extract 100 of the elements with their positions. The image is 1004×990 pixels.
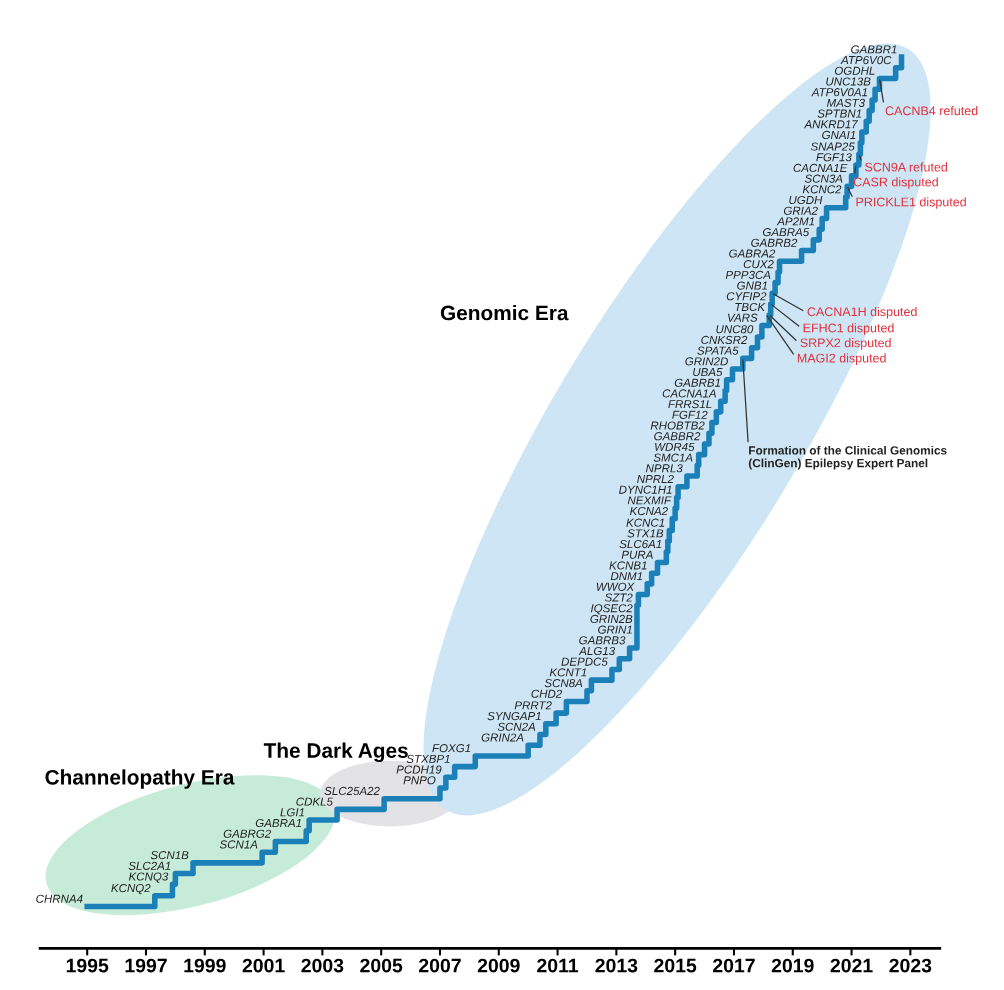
annotation: AP2M1 xyxy=(776,217,815,226)
annotation: CACNA1A xyxy=(662,389,716,398)
annotation: CACNA1H disputed xyxy=(807,306,917,319)
annotation: SNAP25 xyxy=(810,142,855,151)
annotation: SPATA5 xyxy=(697,346,739,355)
annotation: DYNC1H1 xyxy=(619,485,672,494)
annotation: KCNT1 xyxy=(549,668,587,677)
annotation: STX1B xyxy=(627,529,664,538)
annotation: ATP6V0C xyxy=(840,56,892,65)
annotation: LGI1 xyxy=(280,808,305,817)
annotation: GNB1 xyxy=(737,281,768,290)
annotation: GRIN1 xyxy=(598,625,632,634)
annotation: FRRS1L xyxy=(668,400,712,409)
annotation: Formation of the Clinical Genomics (ClinGen) Epilepsy Expert Panel xyxy=(748,445,947,470)
annotation: SPTBN1 xyxy=(817,109,862,118)
annotation: Channelopathy Era xyxy=(45,769,235,789)
annotation: CUX2 xyxy=(743,260,774,269)
annotation: CHRNA4 xyxy=(36,894,83,903)
annotation: CACNB4 refuted xyxy=(885,106,978,116)
annotation: GABRA2 xyxy=(729,249,776,258)
annotation: TBCK xyxy=(735,302,766,312)
annotation: OGDHL xyxy=(834,66,875,75)
annotation: GABBR2 xyxy=(654,432,701,441)
x-tick-label: 2023 xyxy=(889,958,932,973)
annotation: DEPDC5 xyxy=(561,657,608,666)
annotation: STXBP1 xyxy=(406,754,450,763)
annotation: GABRA1 xyxy=(255,818,302,828)
annotation: GRIA2 xyxy=(783,206,818,215)
annotation: SLC6A1 xyxy=(619,539,662,549)
annotation: MAGI2 disputed xyxy=(797,353,886,365)
annotation: PRICKLE1 disputed xyxy=(856,197,966,209)
annotation: NPRL3 xyxy=(645,464,683,473)
annotation: PNPO xyxy=(403,776,436,785)
annotation: GRIN2A xyxy=(481,733,524,742)
annotation: SMC1A xyxy=(653,453,693,462)
annotation: CHD2 xyxy=(531,689,563,698)
annotation: SCN1B xyxy=(150,851,189,860)
annotation: ALG13 xyxy=(578,646,616,656)
annotation: WWOX xyxy=(596,582,635,591)
x-tick-label: 2005 xyxy=(360,958,403,973)
annotation: UNC13B xyxy=(826,77,871,86)
annotation: SCN8A xyxy=(544,679,583,688)
annotation: SCN2A xyxy=(497,722,536,731)
annotation: SZT2 xyxy=(604,593,633,602)
annotation: ATP6V0A1 xyxy=(811,88,867,97)
annotation: GRIN2D xyxy=(685,357,728,366)
annotation: KCNC2 xyxy=(802,185,842,194)
annotation: GNAI1 xyxy=(822,130,856,140)
annotation: RHOBTB2 xyxy=(650,421,705,430)
annotation: VARS xyxy=(727,313,758,322)
x-tick-label: 1999 xyxy=(184,958,226,973)
x-tick-label: 2017 xyxy=(713,958,755,973)
x-tick-label: 1995 xyxy=(66,958,109,973)
annotation: SLC2A1 xyxy=(128,861,171,870)
annotation: CASR disputed xyxy=(853,177,938,189)
annotation: MAST3 xyxy=(826,98,865,107)
annotation: UGDH xyxy=(789,195,823,205)
annotation: SLC25A22 xyxy=(324,786,380,796)
annotation: NPRL2 xyxy=(637,474,674,483)
annotation: FGF12 xyxy=(672,410,708,419)
x-tick-label: 2015 xyxy=(654,958,697,973)
annotation: KCNQ3 xyxy=(128,872,169,883)
x-tick-label: 2003 xyxy=(301,958,344,973)
annotation: DNM1 xyxy=(610,572,643,581)
x-tick-label: 2007 xyxy=(419,958,461,973)
annotation: GABRB3 xyxy=(579,636,626,645)
x-tick-label: 2009 xyxy=(477,958,520,973)
annotation: IQSEC2 xyxy=(590,604,633,615)
x-tick-label: 2011 xyxy=(537,958,579,973)
annotation: KCNQ2 xyxy=(111,884,151,895)
annotation: CNKSR2 xyxy=(701,335,748,345)
annotation: SRPX2 disputed xyxy=(800,338,891,350)
annotation: SCN1A xyxy=(219,840,258,849)
annotation: FGF13 xyxy=(816,153,852,162)
annotation: KCNB1 xyxy=(609,561,647,570)
annotation: UBA5 xyxy=(693,368,723,377)
annotation: PPP3CA xyxy=(725,270,771,279)
annotation: FOXG1 xyxy=(432,744,471,753)
annotation: GABRG2 xyxy=(223,829,272,838)
annotation: Genomic Era xyxy=(440,305,569,321)
annotation: KCNA2 xyxy=(629,506,668,516)
annotation: PCDH19 xyxy=(396,765,442,774)
annotation: KCNC1 xyxy=(626,518,665,527)
annotation: GRIN2B xyxy=(590,614,633,623)
annotation: GABBR1 xyxy=(851,45,897,54)
annotation: NEXMIF xyxy=(627,496,672,505)
x-tick-label: 2019 xyxy=(771,958,814,973)
x-tick-label: 2001 xyxy=(242,958,285,973)
annotation: WDR45 xyxy=(655,442,695,451)
annotation: CYFIP2 xyxy=(726,292,767,301)
annotation: UNC80 xyxy=(716,325,754,334)
annotation: SYNGAP1 xyxy=(487,711,541,721)
x-tick-label: 1997 xyxy=(125,958,167,973)
annotation: ANKRD17 xyxy=(803,120,859,129)
annotation: PRRT2 xyxy=(514,701,552,710)
annotation: SCN9A refuted xyxy=(865,162,948,172)
annotation: PURA xyxy=(621,550,653,559)
x-tick-label: 2021 xyxy=(830,958,873,973)
annotation: CDKL5 xyxy=(296,797,333,806)
annotation: SCN3A xyxy=(804,174,843,183)
